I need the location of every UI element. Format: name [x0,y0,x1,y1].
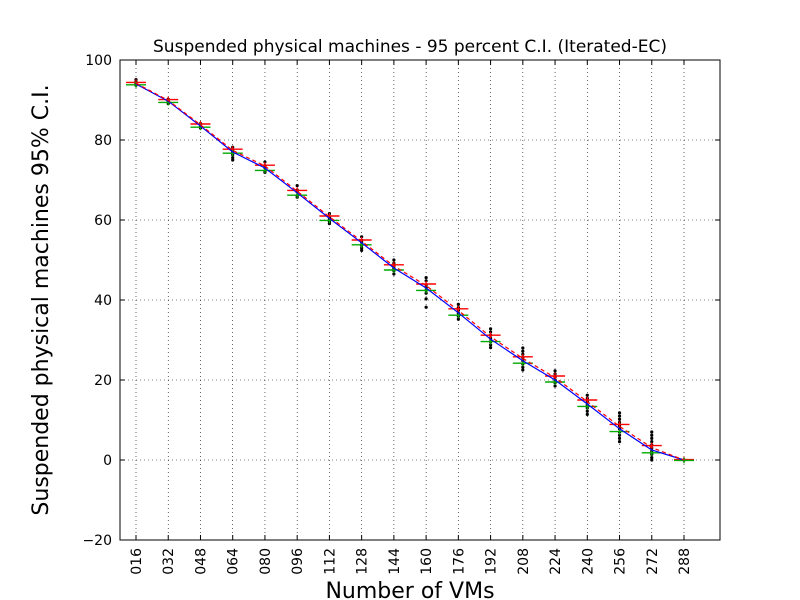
scatter-point [617,417,622,421]
series-line-0 [135,83,685,461]
y-tick-label: 80 [94,133,112,149]
scatter-point [650,436,654,440]
x-tick-label: 240 [580,548,596,575]
x-tick-label: 048 [193,548,209,575]
x-tick-label: 064 [226,548,242,575]
scatter-point [488,327,493,331]
scatter-point [650,430,654,434]
scatter-point [617,414,622,418]
scatter-point [553,384,557,388]
y-tick-label: 0 [103,453,112,469]
tick-layer: −20 0 20 40 60 80 100 016 032 048 064 080 096 112 128 1… [82,53,720,575]
x-tick-label: 192 [484,548,500,575]
x-tick-label: 080 [258,548,274,575]
scatter-point [424,305,428,309]
scatter-point [553,369,557,373]
scatter-point [360,235,364,239]
scatter-point [617,411,622,415]
scatter-point [617,436,622,440]
x-tick-label: 208 [516,548,532,575]
scatter-point [488,346,493,350]
chart-title: Suspended physical machines - 95 percent… [153,37,667,57]
scatter-point [392,272,396,276]
y-axis-label: Suspended physical machines 95% C.I. [29,84,54,515]
scatter-point [521,346,525,350]
scatter-point [360,248,364,252]
x-tick-label: 272 [645,548,661,575]
x-tick-label: 016 [129,548,145,575]
scatter-point [617,440,622,444]
scatter-point [488,343,493,347]
scatter-point [650,433,654,437]
x-axis-label: Number of VMs [325,579,494,600]
y-tick-label: 20 [94,373,112,389]
x-tick-label: 224 [548,548,564,575]
scatter-point [424,297,428,301]
scatter-point [585,412,589,416]
x-tick-label: 128 [355,548,371,575]
data-layer [126,78,694,464]
scatter-point [521,349,525,353]
scatter-point [295,184,299,188]
scatter-point [327,222,332,226]
scatter-point [617,433,622,437]
x-tick-label: 176 [451,548,467,575]
scatter-point [585,409,589,413]
scatter-point [424,279,428,283]
scatter-point [650,456,654,460]
scatter-point [263,160,267,164]
scatter-point [585,393,589,397]
x-tick-label: 160 [419,548,435,575]
y-tick-label: 60 [94,213,112,229]
y-tick-label: 100 [85,53,112,69]
y-tick-label: −20 [82,533,112,549]
scatter-point [456,302,460,306]
scatter-point [521,365,525,369]
scatter-point [231,156,235,160]
scatter-point [521,368,525,372]
scatter-point [650,440,654,444]
y-tick-label: 40 [94,293,112,309]
x-tick-label: 096 [290,548,306,575]
series-line-1 [135,82,685,461]
scatter-point [231,158,235,162]
scatter-point [488,330,493,334]
x-tick-label: 288 [677,548,693,575]
scatter-point [456,317,460,321]
x-tick-label: 112 [322,548,338,575]
x-tick-label: 256 [613,548,629,575]
scatter-point [650,458,654,462]
x-tick-label: 032 [161,548,177,575]
scatter-point [392,258,396,262]
scatter-point [424,276,428,280]
x-tick-label: 144 [387,548,403,575]
scatter-point [360,246,364,250]
